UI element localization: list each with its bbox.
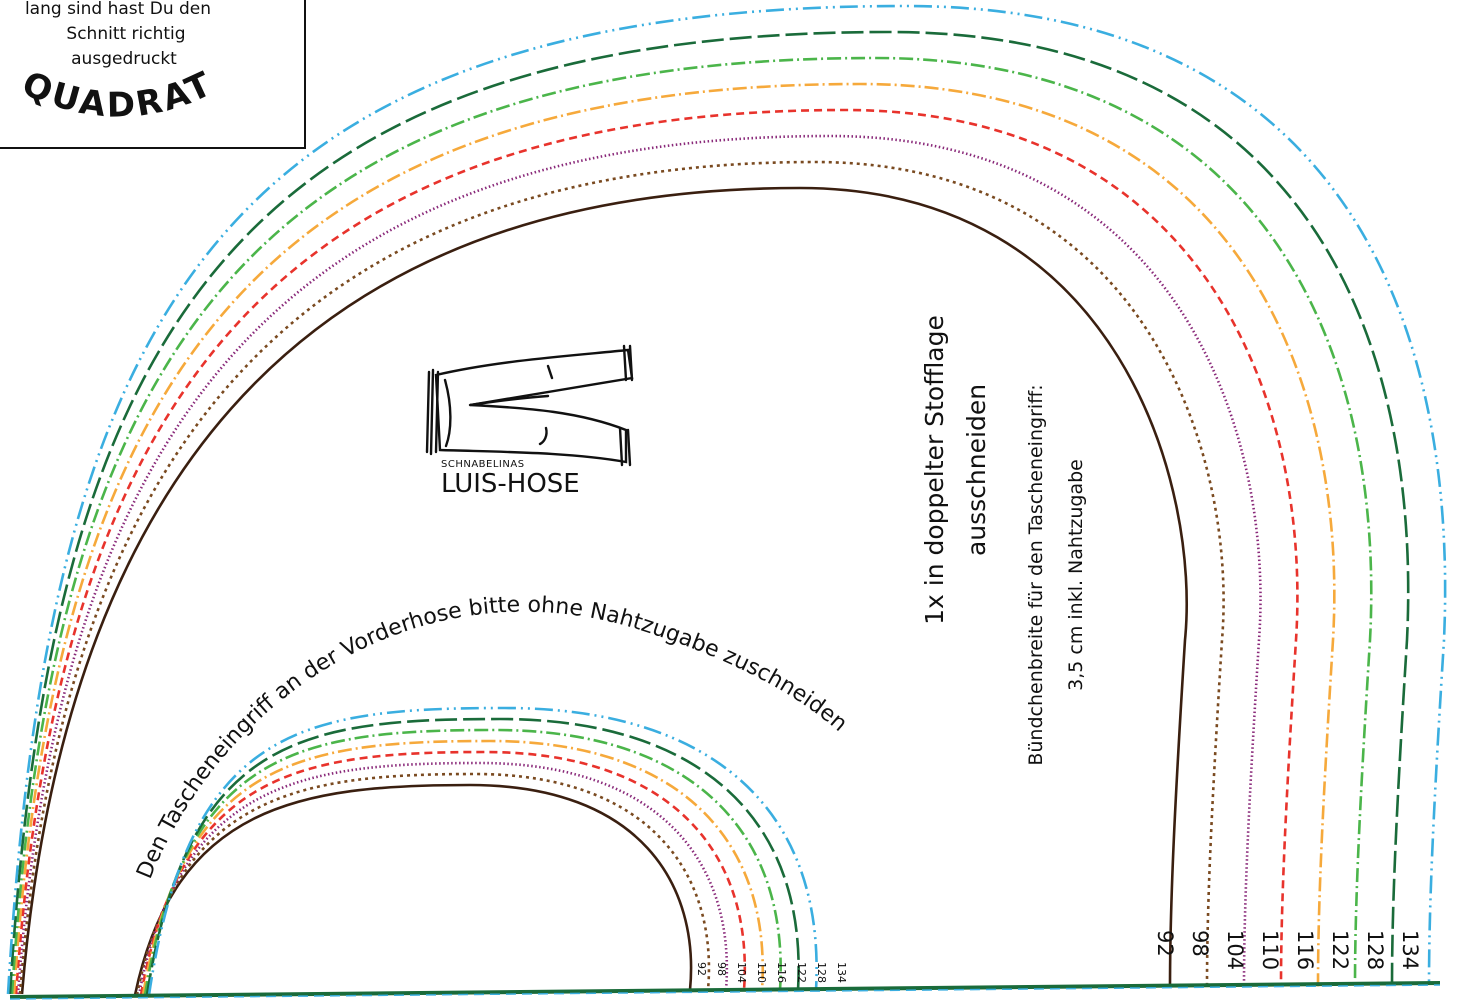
cut-instruction-line-2: ausschneiden bbox=[962, 384, 991, 556]
pocket-size-label-116: 116 bbox=[775, 962, 788, 983]
test-square: lang sind hast Du den Schnitt richtig au… bbox=[0, 0, 306, 149]
logo-brand-large: LUIS-HOSE bbox=[441, 469, 580, 499]
pocket-size-labels: 92 98 104 110 116 122 128 134 bbox=[695, 962, 848, 983]
outer-size-label-116: 116 bbox=[1293, 930, 1317, 970]
pattern-baseline-accent bbox=[9, 984, 1441, 1000]
pocket-size-label-110: 110 bbox=[755, 962, 768, 983]
pocket-curve-size-98 bbox=[135, 772, 711, 996]
cuff-instruction: Bündchenbreite für den Tascheneingriff: … bbox=[1025, 384, 1087, 765]
outer-size-label-98: 98 bbox=[1188, 930, 1212, 957]
luis-hose-logo: SCHNABELINAS LUIS-HOSE bbox=[425, 344, 634, 499]
outer-curve-size-128 bbox=[8, 30, 1410, 995]
pocket-size-label-98: 98 bbox=[715, 962, 728, 976]
outer-curve-size-122 bbox=[10, 56, 1373, 995]
outer-curve-size-98 bbox=[18, 160, 1225, 995]
outer-size-label-104: 104 bbox=[1223, 930, 1247, 970]
cuff-instruction-line-1: Bündchenbreite für den Tascheneingriff: bbox=[1025, 384, 1047, 765]
pocket-note: Den Tascheneingriff an der Vorderhose bi… bbox=[132, 593, 851, 883]
outer-size-label-122: 122 bbox=[1328, 930, 1352, 970]
pocket-curve-size-104 bbox=[137, 761, 729, 996]
pocket-size-label-92: 92 bbox=[695, 962, 708, 976]
test-square-line-1: lang sind hast Du den bbox=[25, 0, 211, 19]
pattern-baseline bbox=[9, 981, 1441, 999]
pocket-curve-size-92 bbox=[133, 783, 693, 996]
pocket-size-label-128: 128 bbox=[815, 962, 828, 983]
outer-curve-size-134 bbox=[6, 4, 1447, 995]
outer-size-label-134: 134 bbox=[1398, 930, 1422, 970]
test-square-line-2: Schnitt richtig bbox=[66, 24, 185, 44]
pocket-size-label-122: 122 bbox=[795, 962, 808, 983]
outer-size-curves bbox=[6, 4, 1447, 995]
pocket-curve-size-122 bbox=[143, 728, 782, 996]
pocket-size-label-104: 104 bbox=[735, 962, 748, 983]
outer-size-label-92: 92 bbox=[1153, 930, 1177, 957]
outer-curve-size-92 bbox=[20, 186, 1189, 995]
pocket-curve-size-110 bbox=[139, 750, 747, 996]
outer-curve-size-116 bbox=[12, 82, 1336, 995]
cut-instruction: 1x in doppelter Stofflage ausschneiden bbox=[920, 315, 991, 625]
test-square-line-3: ausgedruckt bbox=[71, 49, 177, 69]
pocket-size-curves bbox=[133, 706, 818, 996]
pocket-note-text: Den Tascheneingriff an der Vorderhose bi… bbox=[132, 593, 851, 883]
pocket-size-label-134: 134 bbox=[835, 962, 848, 983]
cuff-instruction-line-2: 3,5 cm inkl. Nahtzugabe bbox=[1065, 459, 1087, 691]
outer-curve-size-104 bbox=[16, 134, 1262, 995]
outer-size-label-110: 110 bbox=[1258, 930, 1282, 970]
outer-size-label-128: 128 bbox=[1363, 930, 1387, 970]
pocket-curve-size-116 bbox=[141, 739, 765, 996]
outer-curve-size-110 bbox=[14, 108, 1299, 995]
outer-size-labels: 92 98 104 110 116 122 128 134 bbox=[1153, 930, 1422, 970]
trousers-icon bbox=[425, 344, 634, 467]
cut-instruction-line-1: 1x in doppelter Stofflage bbox=[920, 315, 949, 625]
pocket-curve-size-128 bbox=[145, 717, 800, 996]
logo-brand-small: SCHNABELINAS bbox=[441, 459, 525, 470]
pocket-curve-size-134 bbox=[147, 706, 818, 996]
